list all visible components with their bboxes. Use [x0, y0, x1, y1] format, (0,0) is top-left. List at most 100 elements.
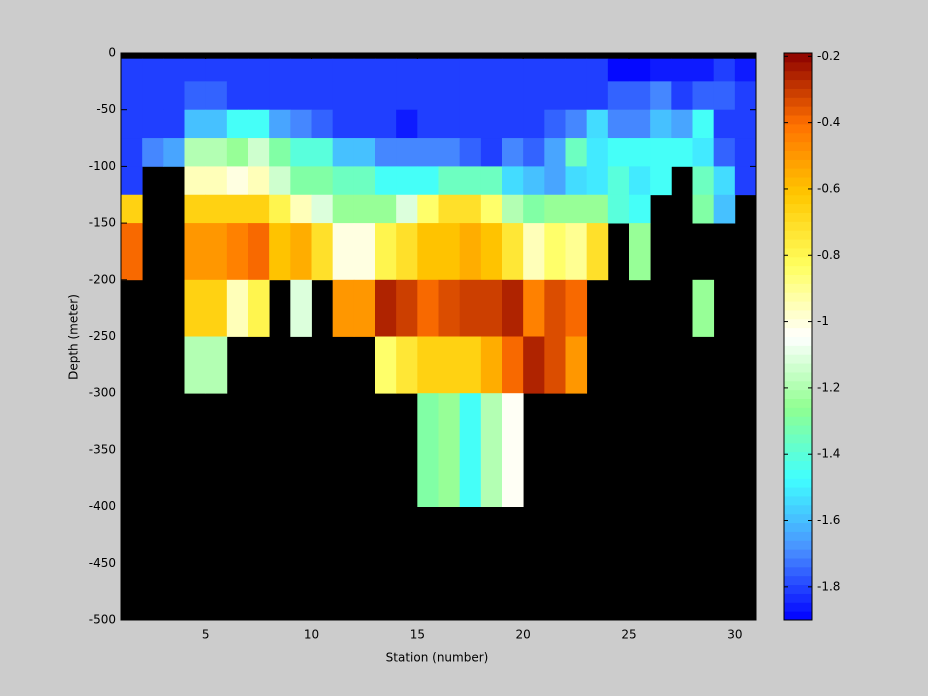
heat-cell [607, 58, 630, 82]
y-tick-label: -350 [89, 442, 116, 456]
colorbar-band [784, 425, 812, 435]
heat-cell [459, 58, 482, 82]
heat-cell [226, 223, 249, 281]
heat-cell [290, 138, 312, 167]
heat-cell [353, 81, 376, 111]
heat-cell [311, 109, 334, 139]
colorbar-band [784, 53, 812, 63]
colorbar-tick-label: -1.2 [817, 380, 840, 394]
heat-cell [438, 166, 461, 196]
heat-cell [480, 58, 503, 82]
heat-cell [121, 166, 143, 196]
heat-cell [671, 109, 693, 139]
heat-cell [417, 393, 439, 507]
colorbar-band [784, 345, 812, 355]
heat-cell [205, 58, 228, 82]
heat-cell [226, 166, 249, 196]
heat-cell [205, 138, 228, 167]
heat-cell [396, 279, 418, 337]
heat-cell [396, 223, 418, 281]
colorbar-band [784, 398, 812, 408]
heat-cell [502, 138, 524, 167]
heat-cell [375, 336, 397, 394]
x-tick-label: 25 [621, 628, 636, 642]
heat-cell [332, 109, 355, 139]
heat-cell [290, 194, 312, 224]
colorbar-band [784, 522, 812, 532]
heat-cell [417, 223, 439, 281]
heat-cell [184, 81, 207, 111]
heat-cell [205, 81, 228, 111]
heat-cell [184, 336, 207, 394]
heat-cell [248, 109, 270, 139]
x-axis-label: Station (number) [386, 651, 489, 665]
colorbar-band [784, 540, 812, 550]
heat-cell [311, 223, 334, 281]
colorbar-band [784, 150, 812, 160]
heat-cell [607, 166, 630, 196]
heat-cell [417, 81, 439, 111]
heat-cell [332, 194, 355, 224]
y-tick-label: -400 [89, 499, 116, 513]
heat-cell [396, 194, 418, 224]
heat-cell [713, 109, 736, 139]
heat-cell [184, 166, 207, 196]
heat-cell [142, 81, 164, 111]
heat-cell [502, 393, 524, 507]
heat-cell [544, 58, 566, 82]
heat-cell [184, 279, 207, 337]
heat-cell [417, 194, 439, 224]
heat-cell [502, 166, 524, 196]
heat-cell [396, 58, 418, 82]
colorbar-band [784, 389, 812, 400]
heat-cell [142, 109, 164, 139]
heat-cell [480, 81, 503, 111]
y-axis-label: Depth (meter) [67, 294, 81, 380]
heat-cell [184, 58, 207, 82]
heat-cell [332, 223, 355, 281]
heat-cell [692, 58, 715, 82]
heat-cell [205, 279, 228, 337]
heat-cell [290, 279, 312, 337]
heat-cell [502, 223, 524, 281]
heat-cell [565, 336, 588, 394]
heat-cell [586, 194, 609, 224]
heat-cell [353, 194, 376, 224]
colorbar-band [784, 584, 812, 594]
heat-cell [502, 279, 524, 337]
heat-cell [121, 109, 143, 139]
heat-cell [375, 223, 397, 281]
heat-cell [438, 194, 461, 224]
heat-cell [121, 58, 143, 82]
colorbar-band [784, 292, 812, 302]
colorbar-band [784, 185, 812, 196]
colorbar-band [784, 442, 812, 453]
colorbar-band [784, 531, 812, 541]
heat-cell [248, 166, 270, 196]
heat-cell [290, 81, 312, 111]
colorbar-band [784, 141, 812, 151]
heat-cell [502, 194, 524, 224]
heat-cell [523, 336, 545, 394]
colorbar-band [784, 433, 812, 444]
heat-cell [459, 109, 482, 139]
heat-cell [248, 58, 270, 82]
heat-cell [586, 81, 609, 111]
heat-cell [607, 109, 630, 139]
heat-cell [311, 166, 334, 196]
heat-cell [248, 223, 270, 281]
heat-cell [353, 109, 376, 139]
colorbar-band [784, 380, 812, 391]
colorbar-band [784, 177, 812, 187]
heat-cell [311, 81, 334, 111]
colorbar-band [784, 416, 812, 426]
heat-cell [607, 138, 630, 167]
heat-cell [184, 109, 207, 139]
heat-cell [205, 109, 228, 139]
heat-cell [438, 393, 461, 507]
heat-cell [544, 279, 566, 337]
heat-cell [459, 138, 482, 167]
heat-cell [375, 279, 397, 337]
heat-cell [438, 336, 461, 394]
heat-cell [226, 81, 249, 111]
